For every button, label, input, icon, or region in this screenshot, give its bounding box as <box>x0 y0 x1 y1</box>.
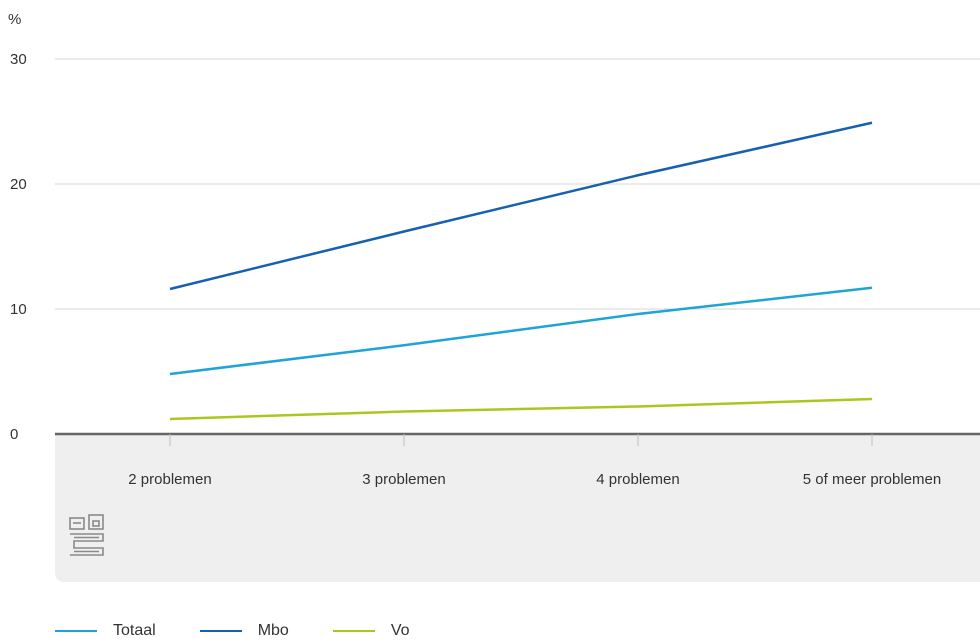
x-axis-ticks: 2 problemen 3 problemen 4 problemen 5 of me… <box>128 434 941 488</box>
y-tick-label: 10 <box>10 301 27 318</box>
legend-swatch-mbo <box>199 630 242 632</box>
legend-label-vo: Vo <box>390 622 410 639</box>
x-tick-label: 2 problemen <box>128 471 211 488</box>
legend-swatch-vo <box>332 630 375 632</box>
y-axis-ticks: 0 10 20 30 <box>10 51 27 443</box>
y-tick-label: 20 <box>10 176 27 193</box>
category-axis-panel <box>55 434 980 582</box>
x-tick-label: 4 problemen <box>596 471 679 488</box>
y-tick-label: 0 <box>10 426 18 443</box>
legend-item-vo: Vo <box>332 622 410 640</box>
x-tick-label: 3 problemen <box>362 471 445 488</box>
series-line-mbo <box>169 121 873 291</box>
legend-label-mbo: Mbo <box>257 622 289 639</box>
legend-label-totaal: Totaal <box>113 622 156 639</box>
series-lines <box>169 121 873 421</box>
y-tick-label: 30 <box>10 51 27 68</box>
series-line-totaal <box>169 286 873 376</box>
legend-item-totaal: Totaal <box>55 622 156 640</box>
x-tick-label: 5 of meer problemen <box>803 471 941 488</box>
series-line-vo <box>169 397 873 421</box>
legend-swatch-totaal <box>55 630 97 632</box>
gridlines <box>55 58 980 310</box>
y-axis-unit-label: % <box>8 11 21 28</box>
legend: Totaal Mbo Vo <box>55 622 454 640</box>
legend-item-mbo: Mbo <box>199 622 289 640</box>
cbs-logo <box>69 514 104 556</box>
